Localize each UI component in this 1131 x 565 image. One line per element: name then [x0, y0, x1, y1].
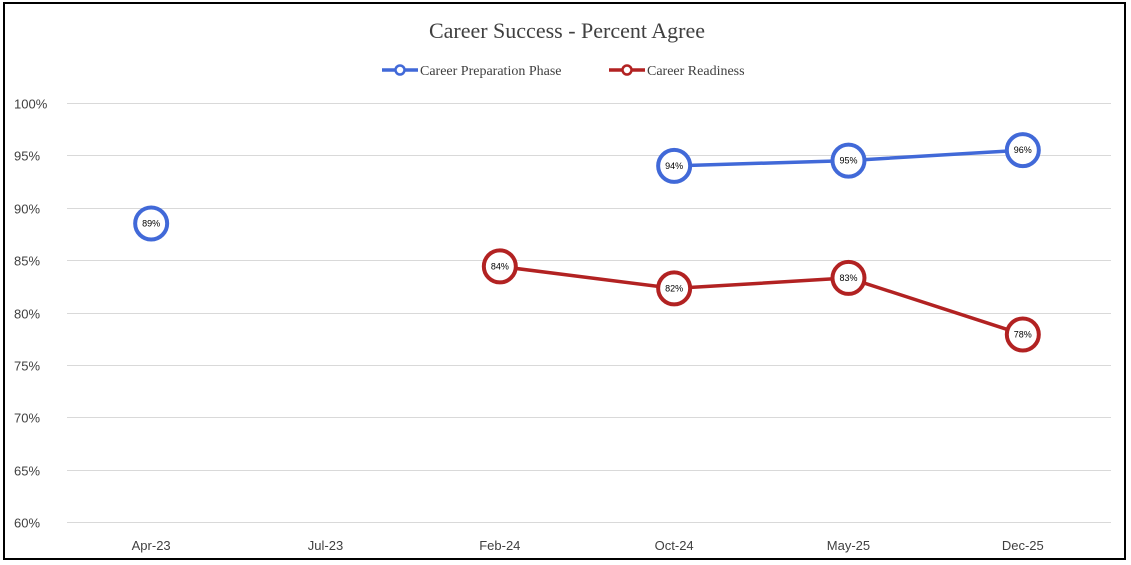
series-line-segment [672, 276, 851, 291]
data-point [656, 147, 693, 184]
y-tick-label: 80% [14, 307, 40, 322]
legend-marker-swatch [621, 64, 633, 76]
x-tick-label: Jul-23 [308, 538, 343, 553]
series-line-segment [846, 276, 1025, 337]
y-tick-label: 65% [14, 464, 40, 479]
data-point [1004, 132, 1041, 169]
legend-item: Career Preparation Phase [382, 64, 562, 79]
series-1: 89% 94% 95% 96% [133, 132, 1041, 242]
y-tick-label: 90% [14, 202, 40, 217]
data-point [133, 205, 170, 242]
y-tick-label: 60% [14, 516, 40, 531]
x-tick-label: Dec-25 [1002, 538, 1044, 553]
x-tick-label: Feb-24 [479, 538, 520, 553]
legend-marker-swatch [394, 64, 406, 76]
series-group: 89% 94% 95% 96% 84% 82% 83% 78% [133, 132, 1041, 353]
data-label: 89% [142, 218, 160, 228]
data-label: 95% [839, 156, 857, 166]
data-label: 78% [1014, 329, 1032, 339]
series-line-segment [846, 148, 1025, 163]
data-point [656, 270, 693, 307]
series-line-segment [498, 264, 676, 291]
data-label: 96% [1014, 145, 1032, 155]
data-label: 84% [491, 261, 509, 271]
y-tick-label: 85% [14, 254, 40, 269]
series-2: 84% 82% 83% 78% [481, 248, 1041, 353]
data-point [830, 142, 867, 179]
data-label: 83% [839, 273, 857, 283]
data-point [481, 248, 518, 285]
y-tick-label: 75% [14, 359, 40, 374]
data-label: 82% [665, 283, 683, 293]
y-axis-ticks: 100% 95% 90% 85% 80% 75% 70% 65% 60% [14, 97, 48, 531]
gridlines [67, 103, 1111, 523]
x-tick-label: Apr-23 [132, 538, 171, 553]
legend-item: Career Readiness [609, 64, 745, 79]
legend: Career Preparation Phase Career Readiness [382, 64, 745, 79]
chart-title: Career Success - Percent Agree [429, 18, 705, 43]
legend-label: Career Preparation Phase [420, 64, 562, 79]
x-tick-label: Oct-24 [655, 538, 694, 553]
x-tick-label: May-25 [827, 538, 870, 553]
x-axis-ticks: Apr-23 Jul-23 Feb-24 Oct-24 May-25 Dec-25 [132, 538, 1044, 553]
data-label: 94% [665, 161, 683, 171]
legend-label: Career Readiness [647, 64, 745, 79]
series-line-segment [672, 158, 851, 168]
y-tick-label: 100% [14, 97, 48, 112]
y-tick-label: 95% [14, 149, 40, 164]
data-point [830, 259, 867, 296]
data-point [1004, 316, 1041, 353]
chart-frame [3, 2, 1126, 560]
y-tick-label: 70% [14, 411, 40, 426]
